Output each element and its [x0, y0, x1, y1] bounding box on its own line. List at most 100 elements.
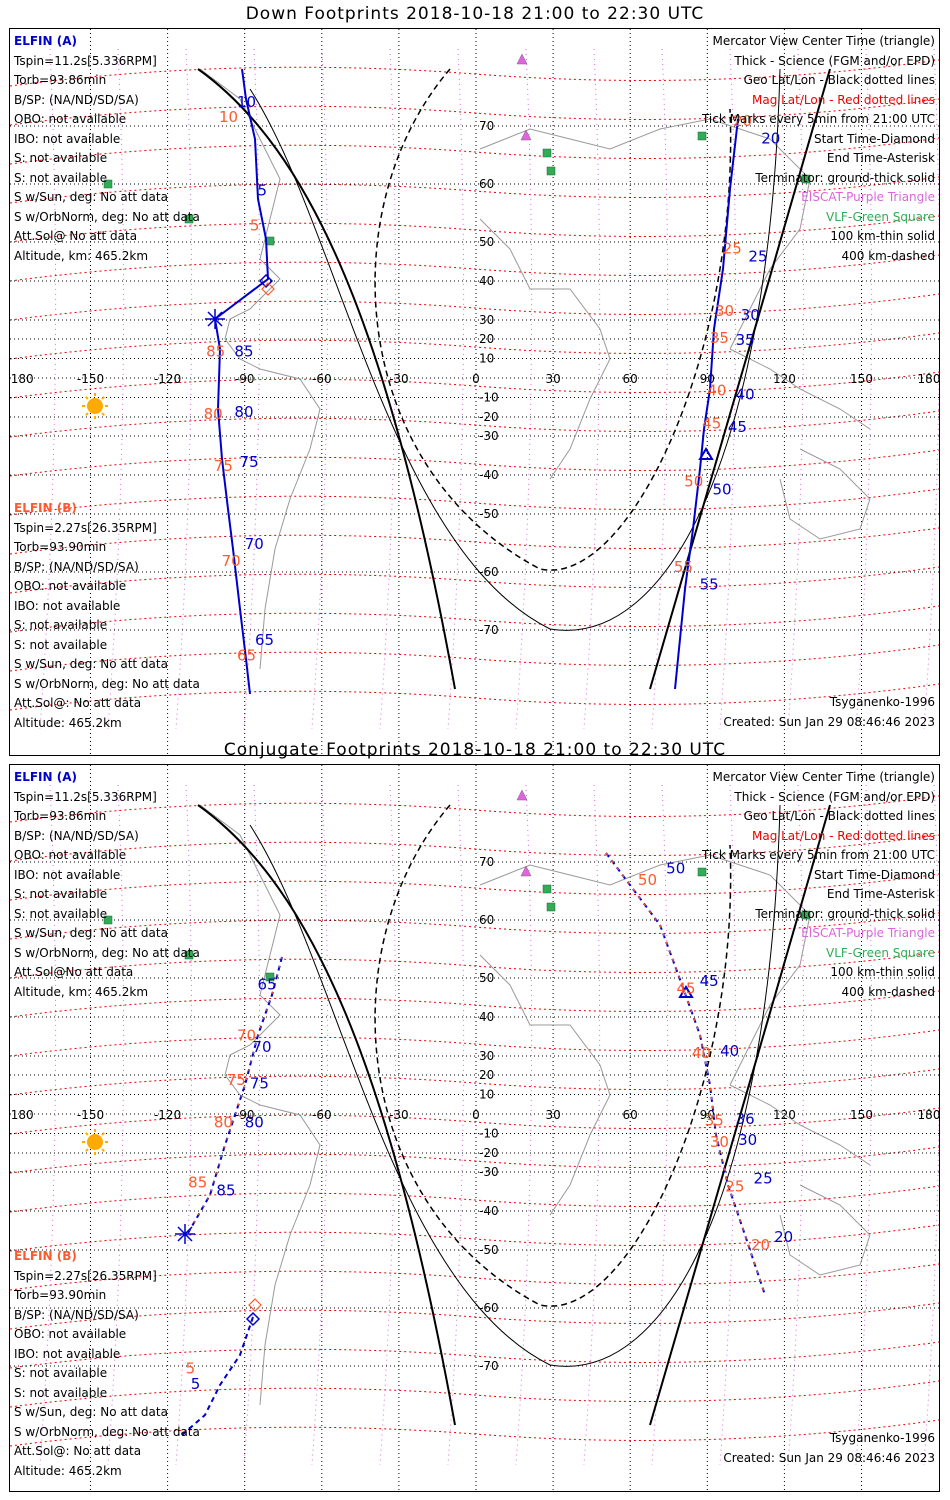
mag-lon-line: [515, 48, 533, 730]
lon-tick-label: -150: [77, 372, 104, 386]
tick-label: 25: [748, 248, 767, 266]
lon-tick-label: 0: [472, 372, 480, 386]
lon-tick-label: -90: [235, 1108, 255, 1122]
lat-tick-label: -10: [479, 1127, 499, 1141]
elfin-b-info: ELFIN (B) Tspin=2.27s[26.35RPM] Torb=93.90…: [14, 1247, 200, 1481]
tick-label: 20: [751, 1236, 770, 1254]
legend-line: End Time-Asterisk: [826, 887, 935, 901]
lat-tick-label: 50: [479, 971, 494, 985]
mag-lon-line: [923, 48, 939, 730]
mag-lon-line: [719, 784, 737, 1466]
tick-label: 80: [234, 403, 253, 421]
sun-icon: [87, 398, 103, 414]
info-line: Att.Sol@: No att data: [14, 696, 142, 710]
tick-label: 85: [234, 343, 253, 361]
lat-tick-label: -60: [479, 565, 499, 579]
lat-tick-label: -20: [479, 1146, 499, 1160]
mag-lat-line: [10, 605, 939, 633]
legend-line: Mag Lat/Lon - Red dotted lines: [751, 92, 935, 107]
lat-tick-label: 50: [479, 235, 494, 249]
tick-label: 50: [666, 860, 685, 878]
lat-tick-label: 10: [479, 352, 494, 366]
lat-tick-label: -40: [479, 468, 499, 482]
info-line: B/SP: (NA/ND/SD/SA): [14, 92, 139, 107]
lon-tick-label: 30: [545, 372, 560, 386]
legend-line: VLF-Green Square: [826, 945, 935, 960]
vlf-square: [801, 174, 811, 184]
mag-lat-line: [10, 990, 939, 1018]
mag-lat-line: [10, 215, 939, 243]
tick-label: 85: [216, 1181, 235, 1199]
tick-label: 70: [252, 1038, 271, 1056]
tick-label: 20: [774, 1228, 793, 1246]
mag-lat-line: [10, 644, 939, 672]
coastline: [479, 954, 611, 1216]
legend-line: Mercator View Center Time (triangle): [712, 770, 935, 784]
mag-lat-line: [10, 1146, 939, 1174]
tick-label: 55: [700, 575, 719, 593]
mag-lon-line: [243, 784, 261, 1466]
mag-lon-line: [107, 784, 125, 1466]
down-footprints-map: -180-150-120-90-60-300306090120150180706…: [10, 29, 939, 755]
info-line: IBO: not available: [14, 598, 121, 613]
coastline: [199, 68, 281, 370]
tick-label: 70: [222, 552, 241, 570]
legend-line: Tick Marks every 5min from 21:00 UTC: [701, 848, 935, 862]
sun-ray: [101, 1148, 105, 1152]
elfin-a-info: ELFIN (A) Tspin=11.2s[5.336RPM] Torb=93.86…: [14, 768, 200, 1002]
mag-lat-line: [10, 59, 939, 87]
coastline: [199, 804, 281, 1106]
lon-tick-label: 60: [623, 1108, 638, 1122]
end-asterisk: [175, 1224, 195, 1244]
vlf-square: [184, 950, 194, 960]
lon-tick-label: 180: [918, 1108, 939, 1122]
tick-label: 40: [720, 1042, 739, 1060]
mag-lon-line: [923, 784, 939, 1466]
tick-label: 5: [191, 1375, 201, 1393]
conjugate-footprints-panel: -180-150-120-90-60-300306090120150180706…: [9, 764, 940, 1492]
mag-lat-line: [10, 566, 939, 594]
tick-label: 70: [245, 535, 264, 553]
info-line: Att.Sol@No att data: [14, 965, 134, 979]
elfin-track-east: [674, 118, 739, 690]
legend-line: Terminator: ground-thick solid: [755, 170, 935, 185]
tick-label: 35: [705, 1112, 724, 1130]
info-line: S: not available: [14, 151, 108, 165]
lat-tick-label: 60: [479, 913, 494, 927]
mag-lon-line: [651, 48, 669, 730]
tick-label: 5: [258, 182, 268, 200]
tick-label: 85: [206, 343, 225, 361]
tick-label: 35: [710, 329, 729, 347]
vlf-square: [265, 972, 275, 982]
tick-label: 75: [214, 457, 233, 475]
mag-lon-line: [447, 784, 465, 1466]
info-line: Torb=93.90min: [14, 1288, 107, 1302]
mag-lon-line: [243, 48, 261, 730]
tick-label: 75: [250, 1075, 269, 1093]
terminator-ground: [197, 804, 456, 1426]
info-line: Tspin=2.27s[26.35RPM]: [14, 520, 157, 535]
info-line: OBO: not available: [14, 579, 127, 593]
info-line: ELFIN (B): [14, 1249, 77, 1263]
info-line: S w/OrbNorm, deg: No att data: [14, 209, 200, 224]
mag-lon-line: [855, 784, 873, 1466]
lat-tick-label: -40: [479, 1204, 499, 1218]
mag-lon-line: [447, 48, 465, 730]
lat-tick-label: -30: [479, 1165, 499, 1179]
start-diamond: [248, 1298, 262, 1312]
info-line: Torb=93.90min: [14, 540, 107, 554]
mag-lon-line: [379, 784, 397, 1466]
mag-lon-line: [175, 784, 193, 1466]
tick-label: 30: [710, 1133, 729, 1151]
legend-line: Tick Marks every 5min from 21:00 UTC: [701, 112, 935, 126]
lat-tick-label: -70: [479, 623, 499, 637]
lat-tick-label: -10: [479, 391, 499, 405]
mag-lon-line: [107, 48, 125, 730]
lat-tick-label: -20: [479, 410, 499, 424]
lat-tick-label: 20: [479, 1068, 494, 1082]
info-line: S w/OrbNorm, deg: No att data: [14, 676, 200, 691]
info-line: Altitude: 465.2km: [14, 715, 122, 730]
mag-lon-line: [39, 784, 57, 1466]
vlf-square: [542, 148, 552, 158]
terminator-ground: [649, 68, 831, 690]
